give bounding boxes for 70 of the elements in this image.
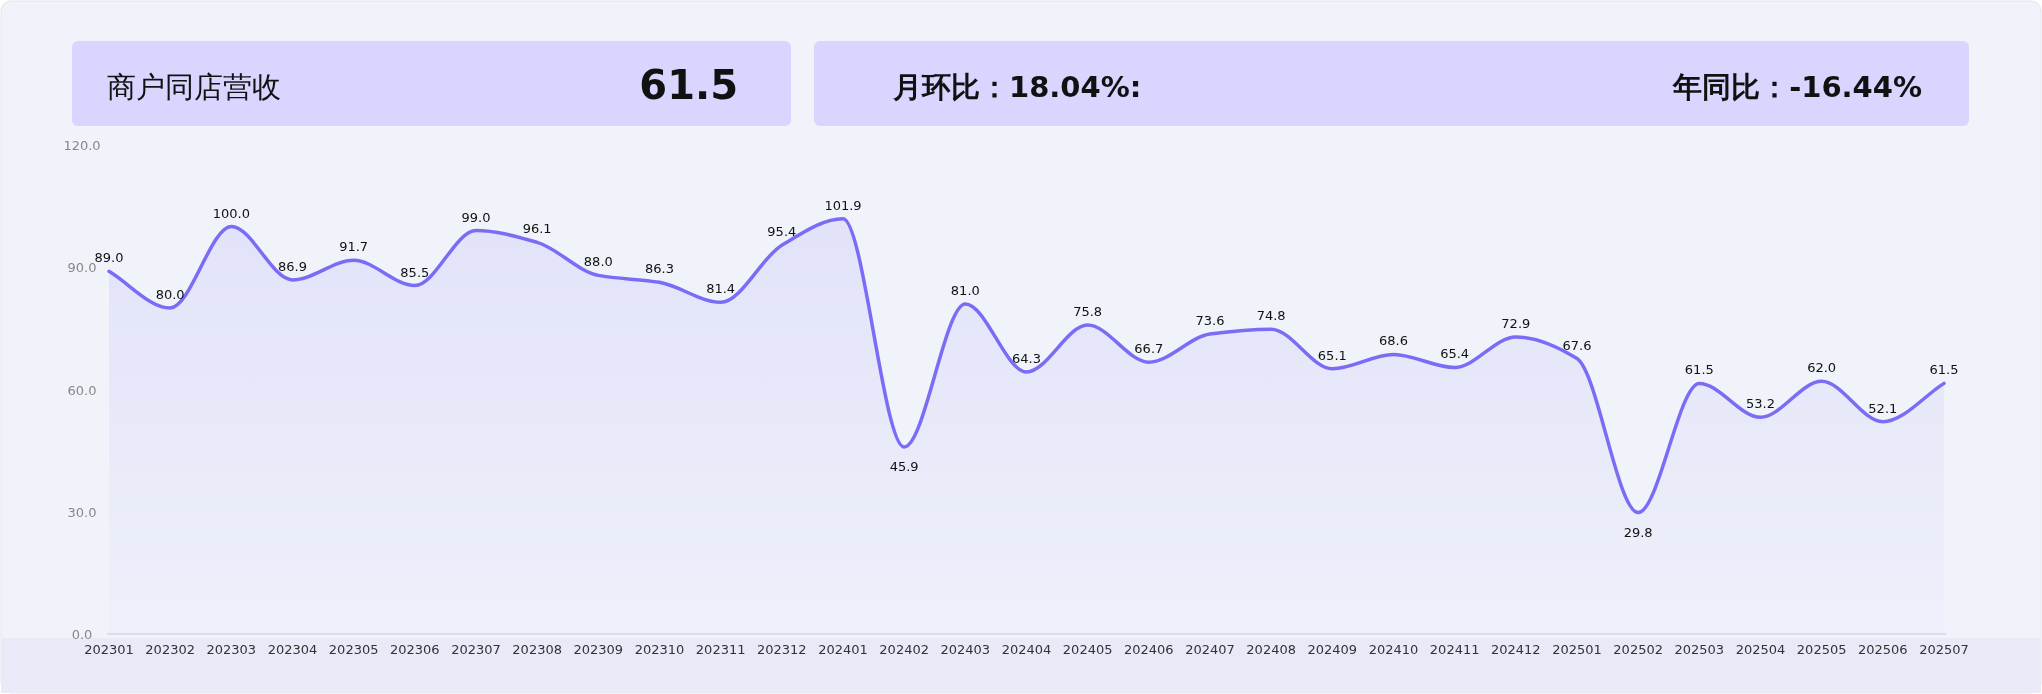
data-label: 96.1 [522,221,552,237]
x-tick-label: 202311 [695,642,746,657]
x-tick-label: 202503 [1674,642,1725,657]
x-tick-label: 202412 [1491,642,1541,657]
data-label: 101.9 [824,197,862,213]
data-label: 53.2 [1746,396,1775,412]
data-label: 66.7 [1134,341,1164,357]
text: 年同比：-16.44% [1672,70,1922,104]
x-tick-label: 202505 [1796,642,1847,657]
x-tick-label: 202309 [573,642,624,657]
x-tick-label: 202304 [267,642,318,657]
x-tick-label: 202306 [390,642,440,657]
x-tick-label: 202402 [879,642,929,657]
data-label: 81.0 [950,282,980,298]
y-tick-label: 0.0 [71,627,93,642]
data-label: 75.8 [1073,304,1103,320]
data-label: 80.0 [155,287,185,302]
x-tick-label: 202308 [512,642,562,657]
x-tick-label: 202302 [145,642,195,657]
x-tick-label: 202411 [1429,642,1480,657]
data-label: 65.1 [1317,347,1347,363]
text: 61.5 [639,62,738,108]
x-tick-label: 202406 [1124,642,1174,657]
x-tick-label: 202401 [818,642,868,657]
data-label: 64.3 [1012,350,1041,366]
data-label: 91.7 [339,239,369,255]
text: 月环比：18.04%: [892,70,1142,104]
data-label: 65.4 [1440,346,1470,362]
data-label: 85.5 [400,264,430,280]
x-tick-label: 202407 [1185,642,1235,657]
data-label: 99.0 [461,209,491,225]
data-label: 61.5 [1929,362,1959,378]
x-tick-label: 202405 [1062,642,1113,657]
x-tick-label: 202305 [328,642,379,657]
data-label: 88.0 [583,254,613,270]
data-label: 62.0 [1807,360,1837,376]
data-label: 86.3 [645,261,674,277]
x-tick-label: 202403 [940,642,991,657]
x-tick-label: 202409 [1307,642,1358,657]
x-tick-label: 202312 [757,642,807,657]
x-tick-label: 202310 [634,642,685,657]
y-tick-label: 60.0 [67,382,97,398]
data-label: 72.9 [1501,315,1531,331]
data-label: 81.4 [706,281,736,297]
x-tick-label: 202504 [1735,642,1786,657]
data-label: 67.6 [1562,337,1592,353]
x-tick-label: 202410 [1368,642,1419,657]
x-tick-label: 202307 [451,642,501,657]
data-label: 95.4 [767,224,797,240]
x-tick-label: 202404 [1001,642,1052,657]
data-label: 86.9 [278,258,307,274]
x-tick-label: 202502 [1613,642,1663,657]
x-tick-label: 202301 [84,642,134,657]
data-label: 89.0 [94,250,124,266]
data-label: 45.9 [889,458,919,474]
x-tick-label: 202303 [206,642,257,657]
x-tick-label: 202408 [1246,642,1296,657]
x-tick-label: 202507 [1919,642,1969,657]
data-label: 74.8 [1256,308,1286,324]
data-label: 52.1 [1868,400,1898,416]
x-tick-label: 202501 [1552,642,1602,657]
chart-title: 商户同店营收 [107,70,281,104]
y-tick-label: 30.0 [67,504,97,520]
data-label: 100.0 [212,205,250,221]
data-label: 29.8 [1623,524,1653,540]
x-tick-label: 202506 [1858,642,1908,657]
data-label: 68.6 [1379,333,1408,349]
y-tick-label: 120.0 [63,138,101,153]
data-label: 73.6 [1195,313,1225,329]
data-label: 61.5 [1684,362,1714,378]
